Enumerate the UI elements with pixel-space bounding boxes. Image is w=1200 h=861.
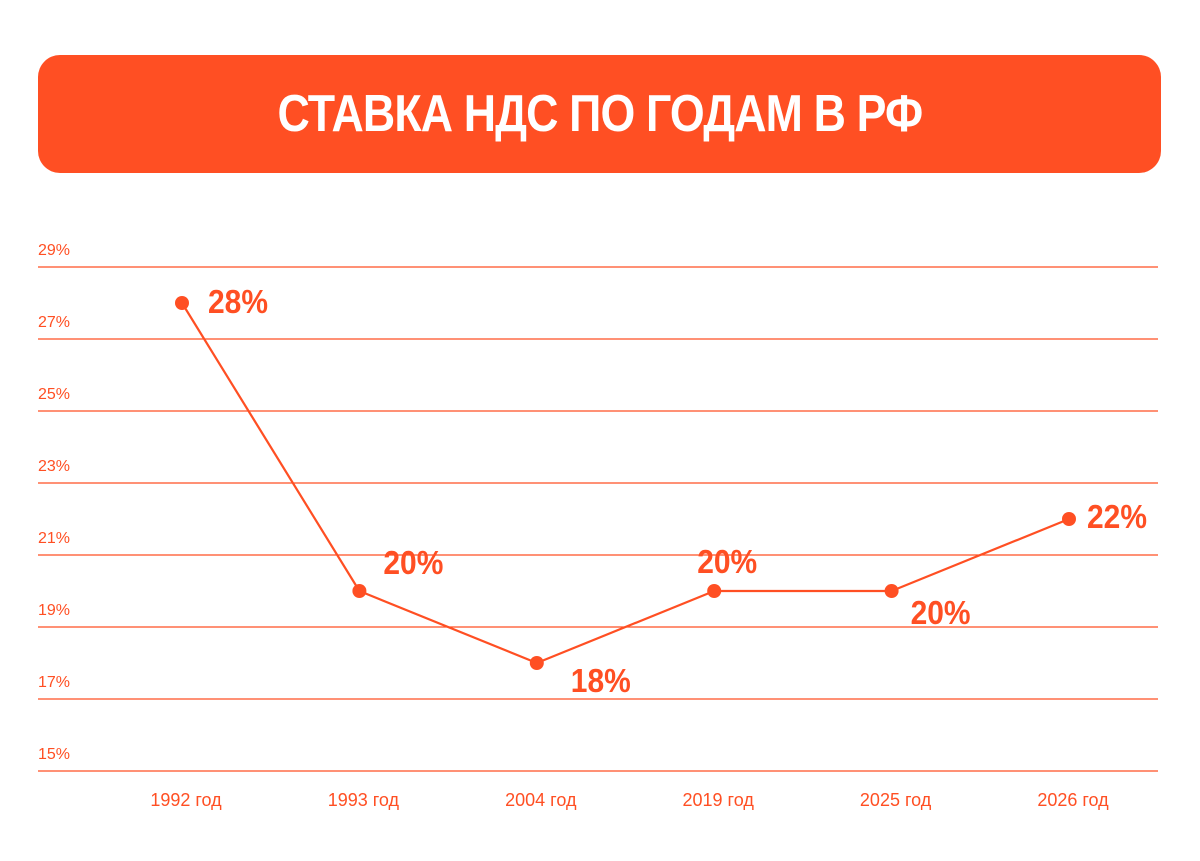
y-tick-label: 29% <box>38 242 70 259</box>
data-point <box>175 296 189 310</box>
x-axis-ticks: 1992 год 1993 год 2004 год 2019 год 2025 год… <box>150 790 1109 810</box>
y-tick-label: 19% <box>38 602 70 619</box>
data-label: 18% <box>571 662 631 699</box>
y-tick-label: 27% <box>38 314 70 331</box>
x-tick-label: 2019 год <box>683 790 755 810</box>
x-tick-label: 2026 год <box>1037 790 1109 810</box>
grid-lines <box>38 266 1158 772</box>
series-line-group <box>181 302 1070 665</box>
data-point <box>884 584 899 598</box>
x-tick-label: 1992 год <box>150 790 222 810</box>
data-labels: 28% 20% 18% 20% 20% 22% <box>208 283 1147 699</box>
data-label: 22% <box>1087 498 1147 535</box>
series-line <box>181 302 1070 665</box>
data-label: 20% <box>383 544 443 581</box>
y-tick-label: 21% <box>38 530 70 547</box>
y-tick-label: 23% <box>38 458 70 475</box>
title-banner: СТАВКА НДС ПО ГОДАМ В РФ <box>38 55 1161 173</box>
x-tick-label: 2004 год <box>505 790 577 810</box>
y-tick-label: 15% <box>38 746 70 763</box>
x-tick-label: 1993 год <box>328 790 400 810</box>
data-point <box>707 584 722 598</box>
data-point <box>352 584 367 598</box>
data-label: 28% <box>208 283 268 320</box>
data-points <box>175 296 1076 670</box>
data-label: 20% <box>911 594 971 631</box>
data-point <box>1062 512 1076 526</box>
data-label: 20% <box>697 543 757 580</box>
chart-title: СТАВКА НДС ПО ГОДАМ В РФ <box>277 85 923 143</box>
y-tick-label: 25% <box>38 386 70 403</box>
data-point <box>529 656 544 670</box>
y-tick-label: 17% <box>38 674 70 691</box>
y-axis-ticks: 15% 17% 19% 21% 23% 25% 27% 29% <box>38 242 70 763</box>
x-tick-label: 2025 год <box>860 790 932 810</box>
